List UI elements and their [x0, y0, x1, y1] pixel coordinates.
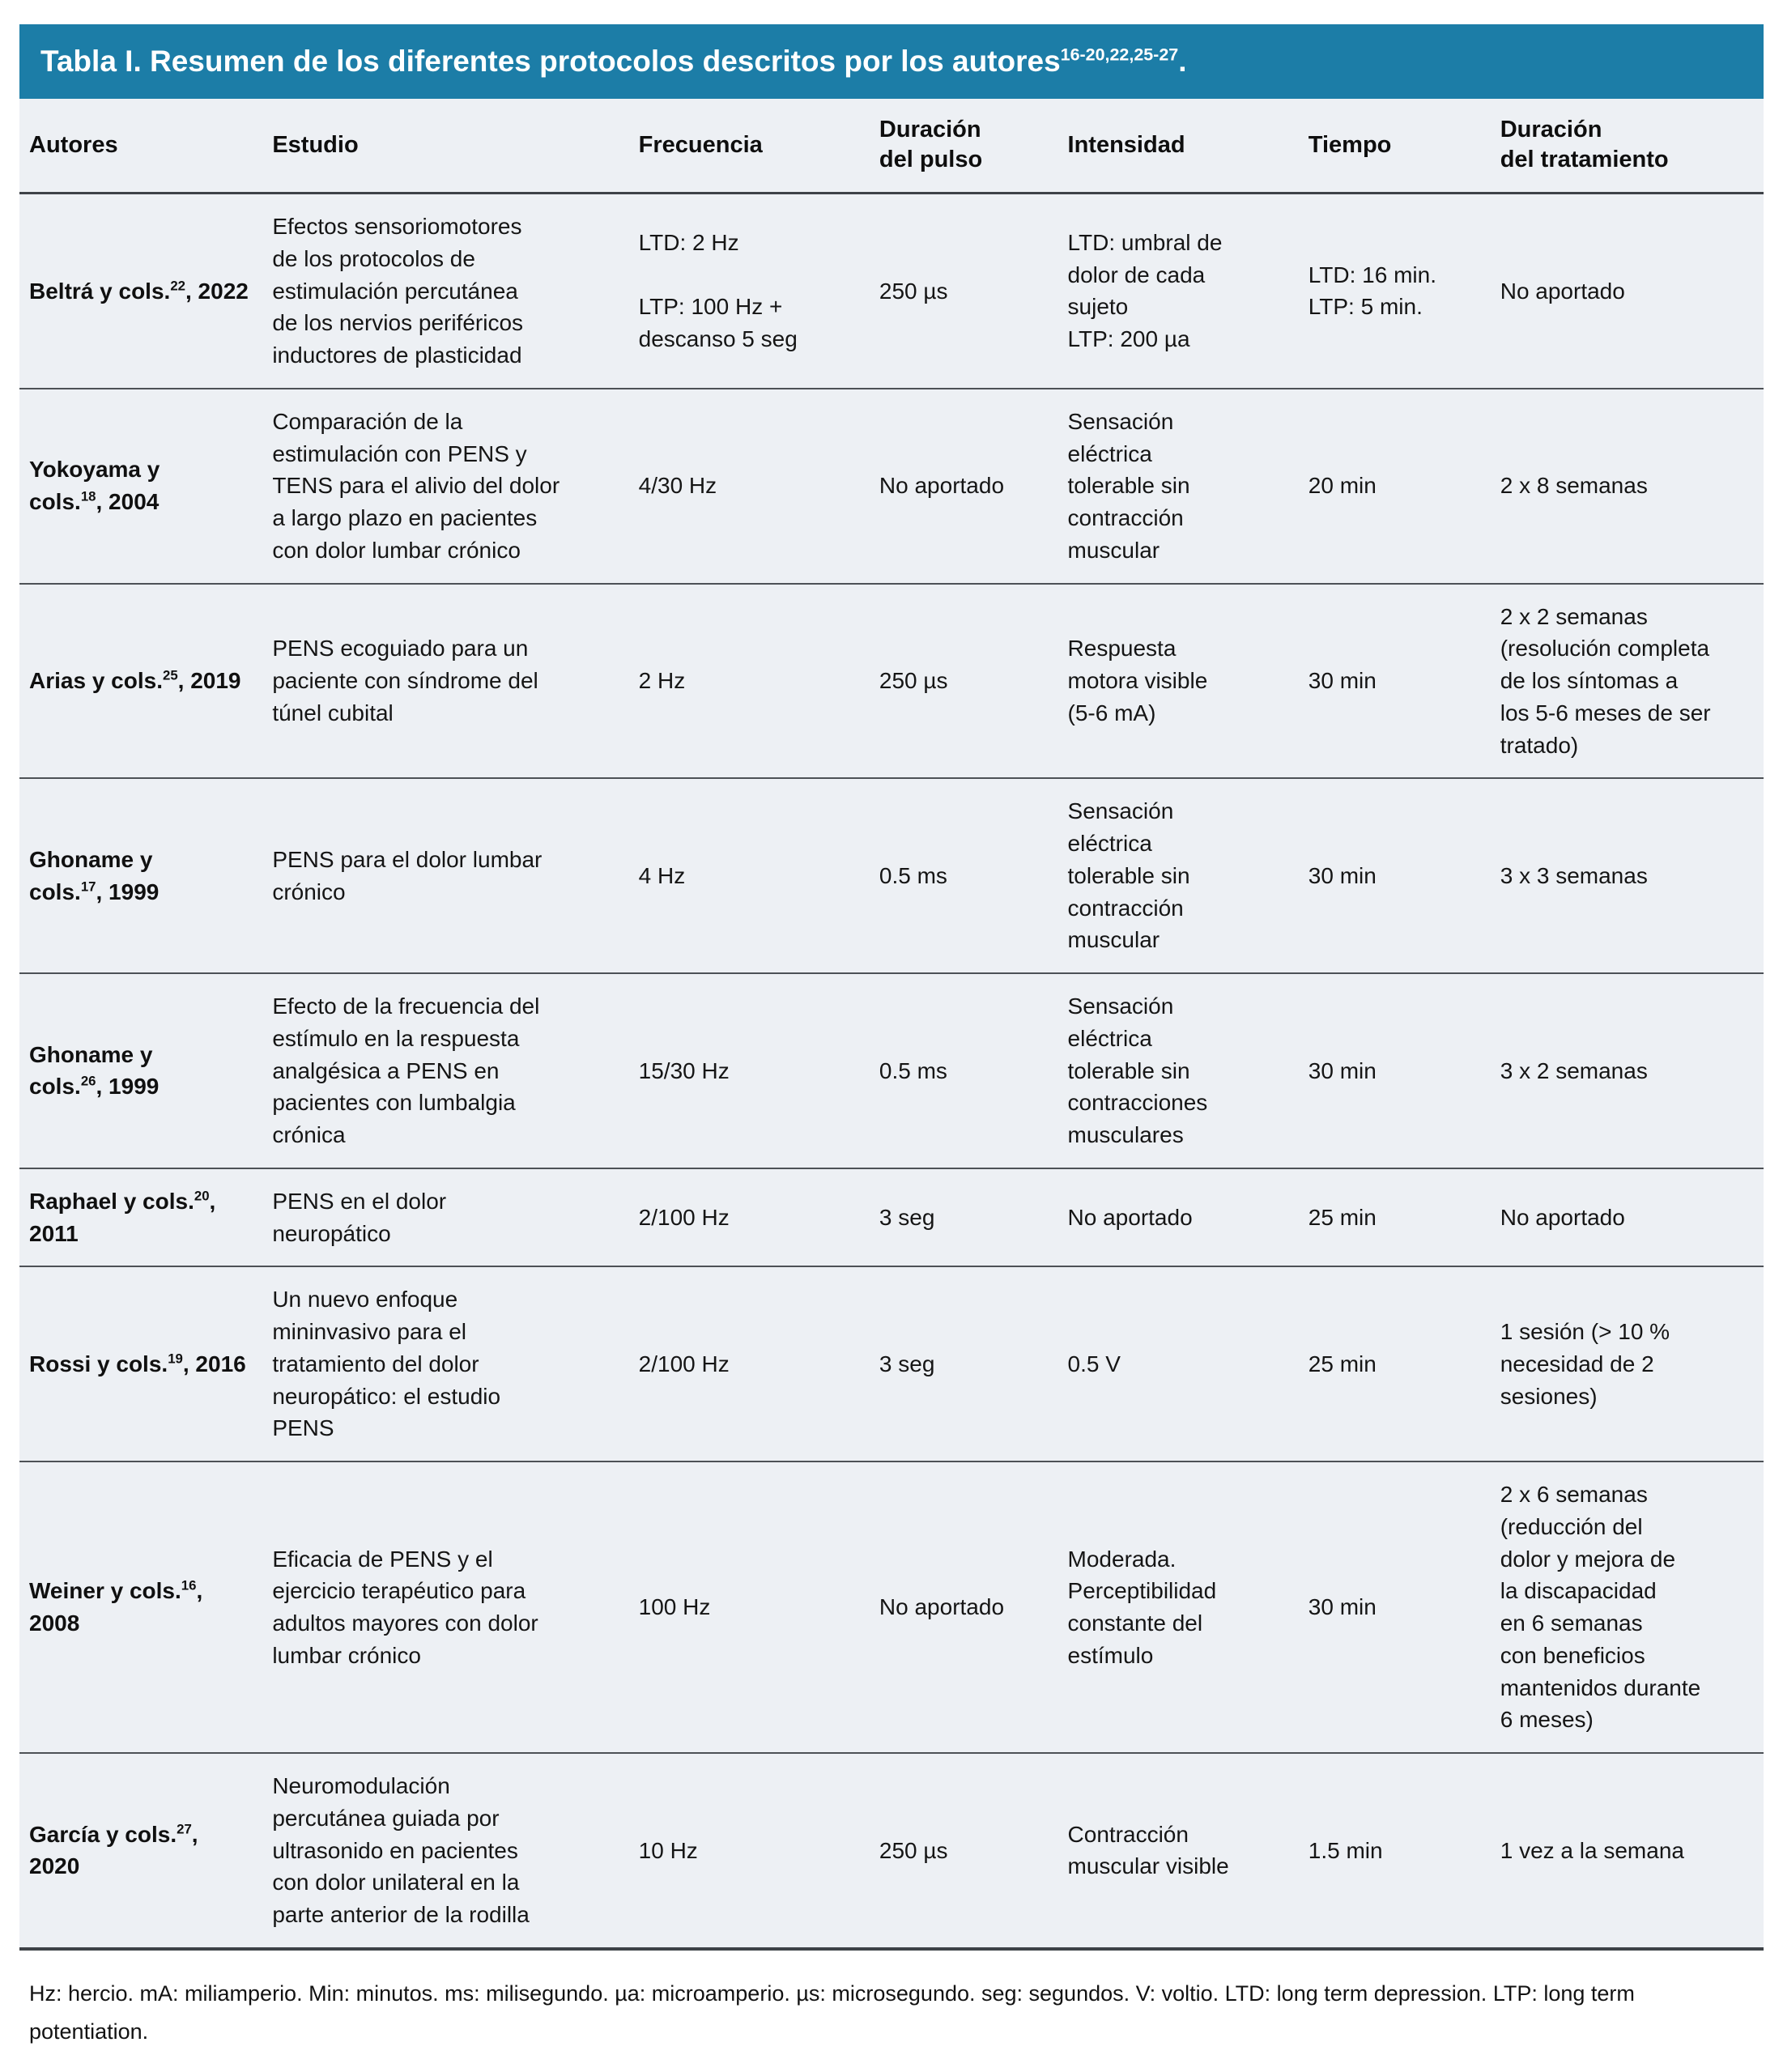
column-header: Intensidad — [1067, 98, 1309, 195]
tiempo-cell: LTD: 16 min. LTP: 5 min. — [1308, 193, 1500, 389]
duracion-pulso-cell: No aportado — [879, 388, 1068, 585]
author-cell: Arias y cols.25, 2019 — [19, 583, 273, 780]
tiempo-cell: 30 min — [1308, 778, 1500, 975]
author-cell: Raphael y cols.20, 2011 — [19, 1168, 273, 1268]
tiempo-cell: 30 min — [1308, 583, 1500, 780]
duracion-tratamiento-cell: No aportado — [1500, 1168, 1764, 1268]
intensidad-cell: No aportado — [1067, 1168, 1309, 1268]
duracion-pulso-cell: 250 µs — [879, 193, 1068, 389]
frecuencia-cell: 2 Hz — [638, 583, 879, 780]
author-reference: 27 — [177, 1821, 192, 1837]
author-reference: 19 — [168, 1351, 183, 1367]
estudio-cell: PENS en el dolor neuropático — [272, 1168, 639, 1268]
duracion-tratamiento-cell: 2 x 8 semanas — [1500, 388, 1764, 585]
intensidad-cell: Contracción muscular visible — [1067, 1753, 1309, 1951]
duracion-tratamiento-cell: 3 x 2 semanas — [1500, 973, 1764, 1169]
table-body: Beltrá y cols.22, 2022 Efectos sensoriomo… — [19, 193, 1764, 1951]
frecuencia-cell: 15/30 Hz — [638, 973, 879, 1169]
author-reference: 26 — [80, 1074, 96, 1090]
duracion-tratamiento-cell: 1 vez a la semana — [1500, 1753, 1764, 1951]
table-row: Beltrá y cols.22, 2022 Efectos sensoriomo… — [19, 193, 1764, 389]
table-row: Yokoyama y cols.18, 2004 Comparación de la… — [19, 388, 1764, 585]
column-header: Tiempo — [1308, 98, 1500, 195]
intensidad-cell: Sensación eléctrica tolerable sin contra… — [1067, 388, 1309, 585]
author-cell: Beltrá y cols.22, 2022 — [19, 193, 273, 389]
duracion-pulso-cell: 250 µs — [879, 1753, 1068, 1951]
author-reference: 16 — [181, 1577, 197, 1593]
author-reference: 18 — [80, 488, 96, 504]
frecuencia-cell: 100 Hz — [638, 1461, 879, 1755]
author-cell: Ghoname y cols.26, 1999 — [19, 973, 273, 1169]
duracion-pulso-cell: 0.5 ms — [879, 778, 1068, 975]
table-header: Autores Estudio Frecuencia Duración del pul… — [19, 98, 1764, 195]
column-header: Autores — [19, 98, 273, 195]
tiempo-cell: 30 min — [1308, 973, 1500, 1169]
author-cell: Weiner y cols.16, 2008 — [19, 1461, 273, 1755]
table-row: Rossi y cols.19, 2016 Un nuevo enfoque mi… — [19, 1266, 1764, 1463]
intensidad-cell: LTD: umbral de dolor de cada sujeto LTP:… — [1067, 193, 1309, 389]
estudio-cell: PENS para el dolor lumbar crónico — [272, 778, 639, 975]
estudio-cell: Efecto de la frecuencia del estímulo en … — [272, 973, 639, 1169]
frecuencia-cell: LTD: 2 Hz LTP: 100 Hz + descanso 5 seg — [638, 193, 879, 389]
frecuencia-cell: 2/100 Hz — [638, 1266, 879, 1463]
frecuencia-cell: 4/30 Hz — [638, 388, 879, 585]
estudio-cell: PENS ecoguiado para un paciente con sínd… — [272, 583, 639, 780]
author-cell: Rossi y cols.19, 2016 — [19, 1266, 273, 1463]
author-reference: 17 — [80, 879, 96, 895]
table-footnote: Hz: hercio. mA: miliamperio. Min: minuto… — [29, 1981, 1635, 2044]
author-cell: Ghoname y cols.17, 1999 — [19, 778, 273, 975]
intensidad-cell: Sensación eléctrica tolerable sin contra… — [1067, 973, 1309, 1169]
column-header: Estudio — [272, 98, 639, 195]
estudio-cell: Eficacia de PENS y el ejercicio terapéut… — [272, 1461, 639, 1755]
table-row: Ghoname y cols.17, 1999 PENS para el dolor… — [19, 778, 1764, 975]
duracion-pulso-cell: 3 seg — [879, 1168, 1068, 1268]
table-title: Tabla I. Resumen de los diferentes proto… — [40, 45, 1187, 78]
duracion-tratamiento-cell: 2 x 2 semanas (resolución completa de lo… — [1500, 583, 1764, 780]
duracion-tratamiento-cell: 2 x 6 semanas (reducción del dolor y mej… — [1500, 1461, 1764, 1755]
frecuencia-cell: 2/100 Hz — [638, 1168, 879, 1268]
tiempo-cell: 20 min — [1308, 388, 1500, 585]
estudio-cell: Neuromodulación percutánea guiada por ul… — [272, 1753, 639, 1951]
duracion-tratamiento-cell: No aportado — [1500, 193, 1764, 389]
intensidad-cell: 0.5 V — [1067, 1266, 1309, 1463]
estudio-cell: Un nuevo enfoque mininvasivo para el tra… — [272, 1266, 639, 1463]
frecuencia-cell: 4 Hz — [638, 778, 879, 975]
duracion-pulso-cell: 3 seg — [879, 1266, 1068, 1463]
author-reference: 20 — [194, 1188, 210, 1204]
table-title-bar: Tabla I. Resumen de los diferentes proto… — [19, 24, 1764, 99]
tiempo-cell: 25 min — [1308, 1266, 1500, 1463]
table-row: Arias y cols.25, 2019 PENS ecoguiado para… — [19, 583, 1764, 780]
table-row: Ghoname y cols.26, 1999 Efecto de la frecu… — [19, 973, 1764, 1169]
column-header: Duración del tratamiento — [1500, 98, 1764, 195]
author-cell: Yokoyama y cols.18, 2004 — [19, 388, 273, 585]
table-title-references: 16-20,22,25-27 — [1060, 45, 1179, 65]
estudio-cell: Efectos sensoriomotores de los protocolo… — [272, 193, 639, 389]
table-row: Weiner y cols.16, 2008 Eficacia de PENS y… — [19, 1461, 1764, 1755]
tiempo-cell: 30 min — [1308, 1461, 1500, 1755]
frecuencia-cell: 10 Hz — [638, 1753, 879, 1951]
author-cell: García y cols.27, 2020 — [19, 1753, 273, 1951]
table-row: Raphael y cols.20, 2011 PENS en el dolor … — [19, 1168, 1764, 1268]
duracion-pulso-cell: No aportado — [879, 1461, 1068, 1755]
author-reference: 22 — [170, 278, 185, 294]
estudio-cell: Comparación de la estimulación con PENS … — [272, 388, 639, 585]
duracion-pulso-cell: 0.5 ms — [879, 973, 1068, 1169]
intensidad-cell: Respuesta motora visible (5-6 mA) — [1067, 583, 1309, 780]
duracion-pulso-cell: 250 µs — [879, 583, 1068, 780]
tiempo-cell: 25 min — [1308, 1168, 1500, 1268]
duracion-tratamiento-cell: 3 x 3 semanas — [1500, 778, 1764, 975]
column-header: Duración del pulso — [879, 98, 1068, 195]
protocols-table: Autores Estudio Frecuencia Duración del pul… — [19, 98, 1764, 1951]
author-reference: 25 — [162, 667, 178, 683]
duracion-tratamiento-cell: 1 sesión (> 10 % necesidad de 2 sesiones… — [1500, 1266, 1764, 1463]
tiempo-cell: 1.5 min — [1308, 1753, 1500, 1951]
table-row: García y cols.27, 2020 Neuromodulación pe… — [19, 1753, 1764, 1951]
column-header: Frecuencia — [638, 98, 879, 195]
header-row: Autores Estudio Frecuencia Duración del pul… — [19, 98, 1764, 195]
intensidad-cell: Sensación eléctrica tolerable sin contra… — [1067, 778, 1309, 975]
intensidad-cell: Moderada. Perceptibilidad constante del … — [1067, 1461, 1309, 1755]
